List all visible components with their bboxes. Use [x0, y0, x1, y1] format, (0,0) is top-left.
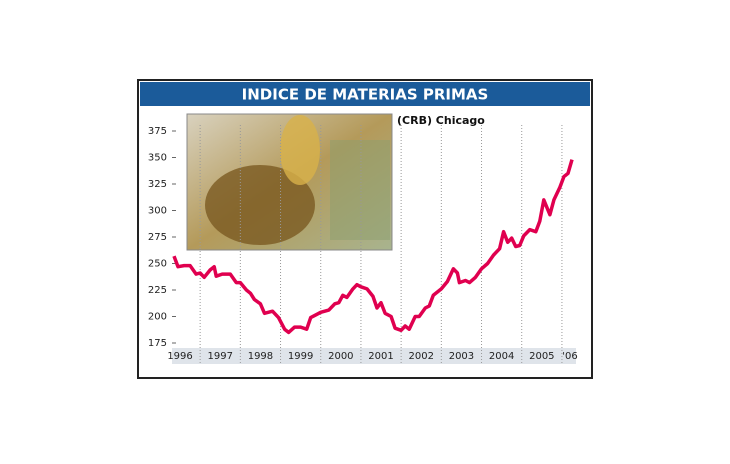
y-tick-label: 275: [148, 232, 167, 243]
photo-corn: [280, 115, 320, 185]
y-tick-label: 325: [148, 179, 167, 190]
y-tick-label: 175: [148, 338, 167, 349]
x-axis-band: [172, 348, 576, 364]
title-bar: [140, 82, 590, 106]
y-tick-label: 250: [148, 259, 167, 270]
x-tick-label: 2005: [529, 351, 554, 362]
y-tick-label: 375: [148, 126, 167, 137]
data-line: [172, 159, 574, 335]
x-tick-label: 2004: [489, 351, 514, 362]
x-tick-label: 2003: [449, 351, 474, 362]
y-tick-label: 225: [148, 285, 167, 296]
x-tick-label: 2000: [328, 351, 353, 362]
x-tick-label: 2001: [368, 351, 393, 362]
y-tick-label: 350: [148, 153, 167, 164]
y-tick-label: 300: [148, 206, 167, 217]
x-tick-label: 2002: [409, 351, 434, 362]
x-tick-label: 1999: [288, 351, 313, 362]
x-tick-label: 1997: [208, 351, 233, 362]
x-tick-label: 1998: [248, 351, 273, 362]
y-tick-label: 200: [148, 312, 167, 323]
subtitle: (CRB) Chicago: [397, 114, 485, 127]
x-tick-label: '06: [562, 351, 577, 362]
photo-grain: [205, 165, 315, 245]
photo: [186, 113, 393, 251]
photo-leaves: [330, 140, 390, 240]
chart-title: INDICE DE MATERIAS PRIMAS: [242, 86, 489, 104]
x-tick-label: 1996: [167, 351, 192, 362]
